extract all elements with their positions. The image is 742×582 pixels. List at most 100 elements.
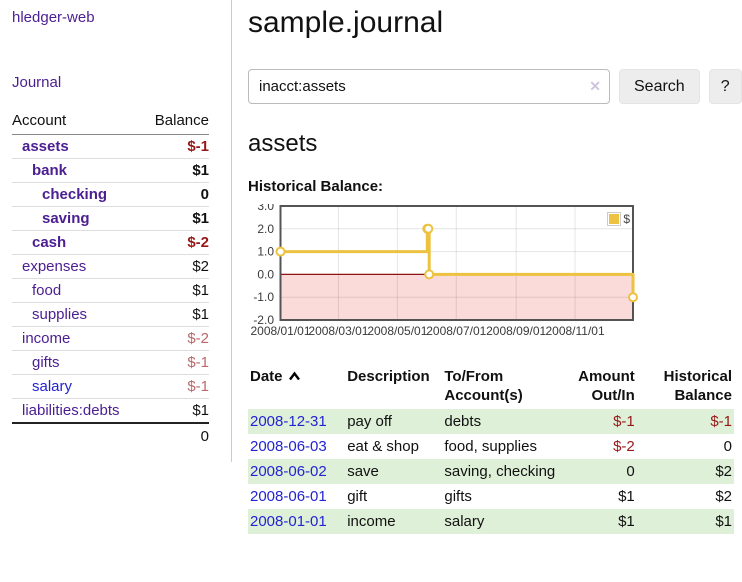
account-link[interactable]: liabilities:debts: [22, 402, 120, 419]
register-balance: 0: [723, 438, 732, 455]
svg-text:2008/05/01: 2008/05/01: [367, 324, 427, 338]
register-accounts: saving, checking: [442, 459, 564, 484]
accounts-col-balance: Balance: [142, 112, 209, 135]
register-row: 2008-06-03 eat & shop food, supplies $-2 0: [248, 434, 734, 459]
sidebar-nav: Journal: [12, 74, 209, 91]
svg-text:-1.0: -1.0: [253, 290, 274, 304]
register-amount: $1: [563, 509, 637, 534]
chart-legend: $: [606, 212, 631, 226]
register-accounts: salary: [442, 509, 564, 534]
svg-text:3.0: 3.0: [257, 204, 274, 213]
register-amount: 0: [563, 459, 637, 484]
account-link[interactable]: supplies: [32, 306, 88, 323]
account-balance: $2: [142, 254, 209, 279]
search-form: ✕ Search ?: [248, 69, 742, 104]
search-button[interactable]: Search: [619, 69, 700, 104]
svg-text:2008/03/01: 2008/03/01: [308, 324, 368, 338]
register-description: eat & shop: [347, 438, 419, 455]
sidebar-item-journal[interactable]: Journal: [12, 74, 62, 91]
account-link[interactable]: checking: [42, 186, 108, 203]
svg-text:1.0: 1.0: [257, 245, 274, 259]
register-amount: $1: [618, 488, 635, 505]
account-link[interactable]: food: [32, 282, 62, 299]
register-row: 2008-06-02 save saving, checking 0 $2: [248, 459, 734, 484]
register-col-balance: Historical Balance: [663, 368, 732, 404]
register-col-amount: Amount Out/In: [578, 368, 635, 404]
accounts-total-balance: 0: [142, 422, 209, 448]
balance-chart[interactable]: 3.0 2.0 1.0 0.0 -1.0 -2.0 2008/01/01 2008/03/01…: [248, 199, 640, 342]
sidebar-account-row: assets $-1: [12, 135, 209, 159]
account-balance: $1: [142, 398, 209, 423]
account-balance: $-2: [142, 230, 209, 255]
register-balance: $-1: [636, 409, 734, 434]
register-description: pay off: [345, 409, 443, 434]
register-col-date[interactable]: Date: [248, 365, 345, 409]
accounts-header-row: Account Balance: [12, 112, 209, 135]
register-balance: $2: [715, 488, 732, 505]
account-link[interactable]: assets: [22, 138, 69, 155]
help-button[interactable]: ?: [708, 69, 742, 104]
account-heading: assets: [248, 130, 318, 157]
register-row: 2008-06-01 gift gifts $1 $2: [248, 484, 734, 509]
register-description: save: [345, 459, 443, 484]
search-input-wrap: ✕: [248, 69, 610, 104]
register-accounts: debts: [442, 409, 564, 434]
account-link[interactable]: bank: [32, 162, 68, 179]
accounts-total-row: 0: [12, 422, 209, 448]
register-accounts: food, supplies: [444, 438, 537, 455]
register-amount: $-1: [563, 409, 637, 434]
sidebar-account-row: bank $1: [12, 158, 209, 183]
register-date-link[interactable]: 2008-01-01: [250, 513, 327, 530]
accounts-table: Account Balance assets $-1 bank $1 checking 0…: [12, 112, 209, 448]
account-balance: $-1: [142, 374, 209, 399]
account-balance: $-1: [187, 138, 209, 155]
account-balance: 0: [142, 182, 209, 207]
chart-plot-area[interactable]: 3.0 2.0 1.0 0.0 -1.0 -2.0 2008/01/01 2008/03/01…: [248, 199, 640, 342]
clear-search-icon[interactable]: ✕: [589, 78, 601, 94]
register-col-description: Description: [347, 368, 430, 385]
account-link[interactable]: cash: [32, 234, 67, 251]
svg-text:-2.0: -2.0: [253, 313, 274, 327]
register-col-date-label: Date: [250, 368, 283, 385]
svg-text:2.0: 2.0: [257, 222, 274, 236]
account-link[interactable]: gifts: [32, 354, 60, 371]
account-link[interactable]: income: [22, 330, 71, 347]
account-link[interactable]: salary: [32, 378, 73, 395]
sidebar-account-row: salary $-1: [12, 374, 209, 399]
brand-link[interactable]: hledger-web: [12, 9, 95, 26]
svg-text:2008/07/01: 2008/07/01: [426, 324, 486, 338]
svg-text:2008/09/01: 2008/09/01: [486, 324, 546, 338]
register-date-link[interactable]: 2008-12-31: [250, 413, 327, 430]
sidebar-account-row: supplies $1: [12, 302, 209, 327]
register-description: income: [345, 509, 443, 534]
register-balance: $1: [636, 509, 734, 534]
sidebar-account-row: expenses $2: [12, 254, 209, 279]
page-title: sample.journal: [248, 6, 444, 39]
svg-text:2008/01/01: 2008/01/01: [250, 324, 310, 338]
register-row: 2008-01-01 income salary $1 $1: [248, 509, 734, 534]
account-balance: $1: [142, 278, 209, 303]
register-date-link[interactable]: 2008-06-02: [250, 463, 327, 480]
register-date-link[interactable]: 2008-06-03: [250, 438, 327, 455]
sidebar: hledger-web Journal Account Balance asse…: [0, 0, 232, 462]
legend-label: $: [623, 212, 630, 226]
account-balance: $1: [142, 302, 209, 327]
register-accounts: gifts: [444, 488, 472, 505]
register-header-row: Date Description To/From Account(s) Amou…: [248, 365, 734, 409]
register-row: 2008-12-31 pay off debts $-1 $-1: [248, 409, 734, 434]
account-link[interactable]: saving: [42, 210, 90, 227]
sidebar-account-row: gifts $-1: [12, 350, 209, 375]
register-description: gift: [347, 488, 368, 505]
account-balance: $-1: [142, 350, 209, 375]
register-col-accounts: To/From Account(s): [444, 368, 523, 404]
chart-svg[interactable]: 3.0 2.0 1.0 0.0 -1.0 -2.02008/01/012008/03/01…: [248, 199, 640, 338]
sidebar-account-row: food $1: [12, 278, 209, 303]
main-content: sample.journal ✕ Search ? assets Histori…: [232, 0, 742, 534]
sidebar-account-row: income $-2: [12, 326, 209, 351]
register-balance: $2: [636, 459, 734, 484]
register-amount: $-2: [613, 438, 635, 455]
app-window: hledger-web Journal Account Balance asse…: [0, 0, 742, 534]
account-link[interactable]: expenses: [22, 258, 87, 275]
search-input[interactable]: [248, 69, 610, 104]
register-date-link[interactable]: 2008-06-01: [250, 488, 327, 505]
